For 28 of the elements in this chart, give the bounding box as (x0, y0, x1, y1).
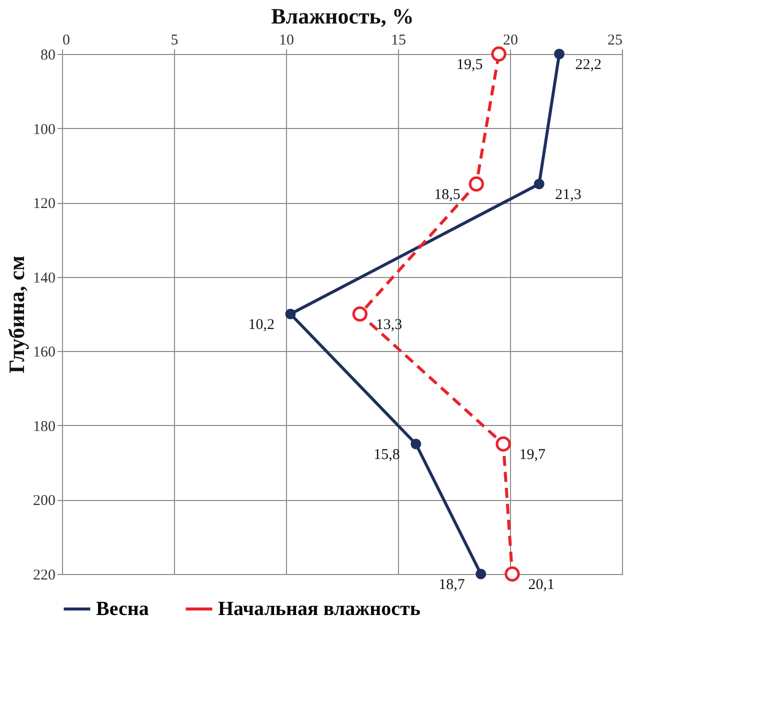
data-label: 10,2 (248, 317, 274, 333)
y-tick-label: 140 (33, 270, 56, 286)
data-label: 20,1 (528, 577, 554, 593)
data-label: 22,2 (575, 57, 602, 73)
legend-label: Весна (96, 598, 149, 620)
data-label: 18,7 (438, 577, 466, 593)
y-tick-label: 80 (40, 48, 56, 64)
x-tick-label: 25 (608, 32, 622, 48)
y-tick-label: 220 (33, 568, 56, 584)
y-tick-label: 100 (33, 122, 56, 138)
data-label: 19,5 (456, 57, 483, 73)
y-tick-label: 200 (33, 493, 56, 510)
y-tick-label: 160 (33, 344, 56, 361)
x-tick-label: 20 (503, 32, 518, 48)
data-label: 19,7 (519, 447, 546, 463)
data-label: 18,5 (434, 187, 460, 203)
x-tick-label: 15 (391, 32, 406, 48)
x-axis-title: Влажность, % (271, 4, 414, 28)
data-label: 13,3 (376, 317, 402, 333)
data-label: 21,3 (555, 187, 582, 203)
x-tick-label: 5 (170, 32, 178, 48)
legend-label: Начальная влажность (218, 598, 421, 620)
x-tick-label: 10 (279, 32, 294, 48)
y-tick-label: 120 (33, 196, 56, 212)
data-label: 15,8 (374, 447, 400, 463)
y-tick-label: 180 (33, 418, 56, 435)
x-tick-label: 0 (62, 32, 70, 48)
y-axis-title: Глубина, см (4, 256, 29, 374)
